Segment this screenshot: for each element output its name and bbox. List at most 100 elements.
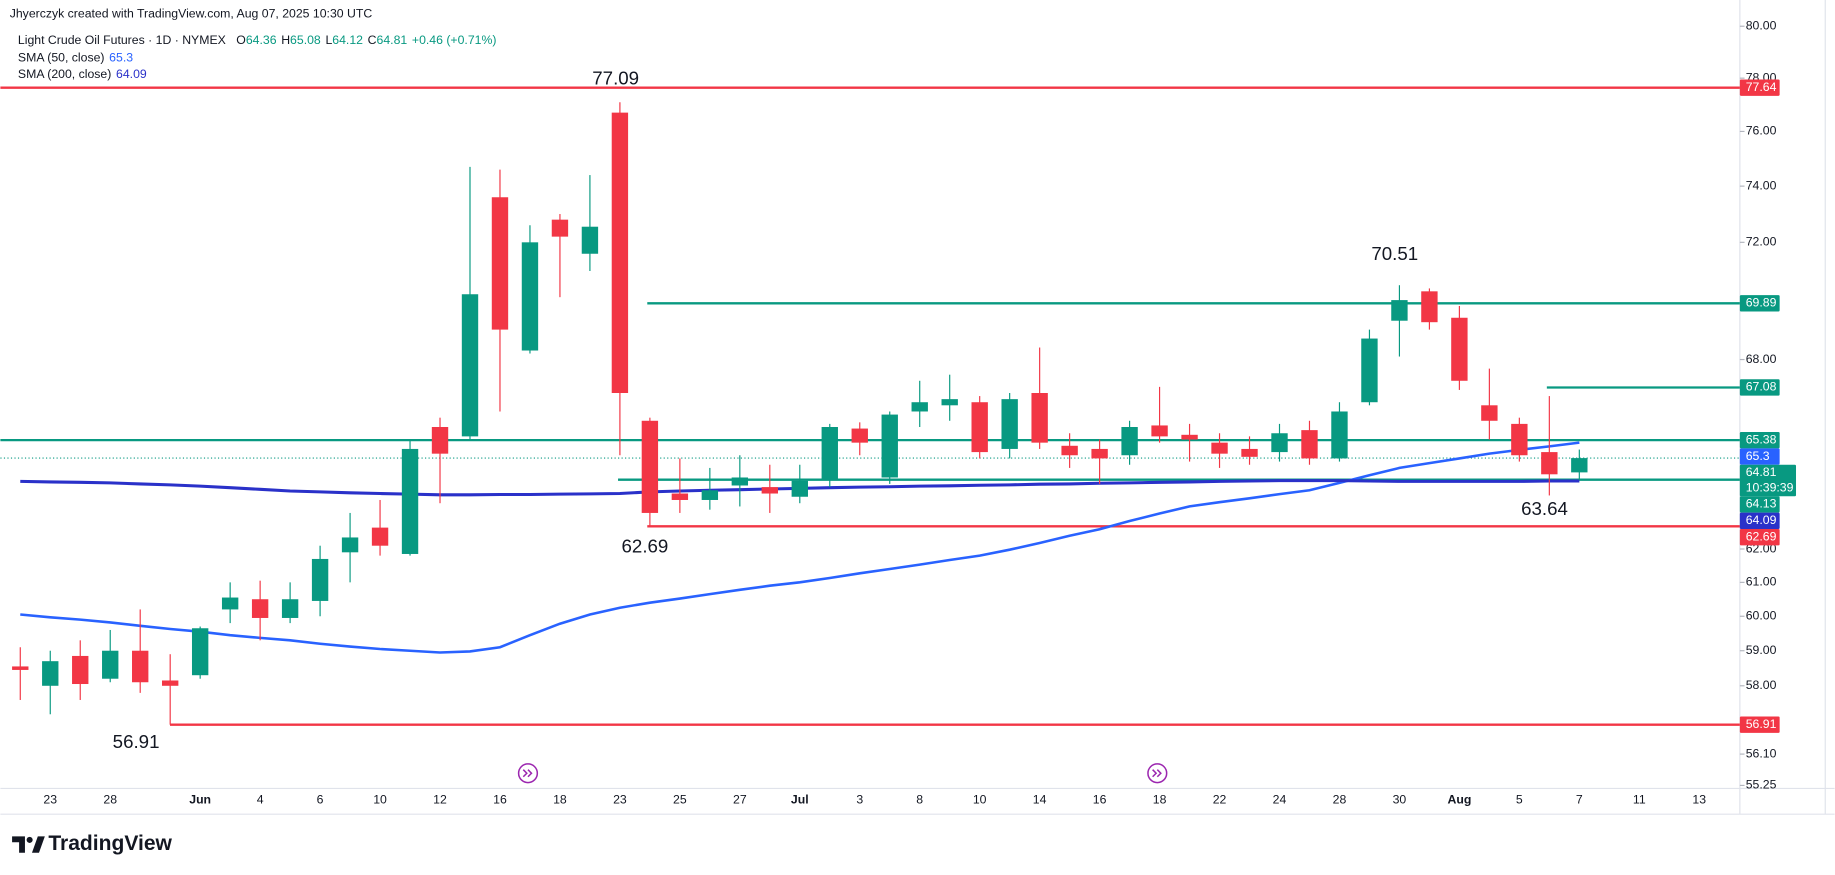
sma-name: SMA (200, close) <box>18 67 111 81</box>
y-tick-label: 76.00 <box>1746 124 1777 138</box>
candle-body <box>341 537 359 553</box>
candle-body <box>191 628 209 676</box>
candle-body <box>1541 452 1558 475</box>
x-tick-label: 22 <box>1213 792 1227 806</box>
candle-body <box>821 427 838 480</box>
candle-body <box>1571 458 1588 473</box>
candle-body <box>311 558 329 601</box>
sma-last: 65.3 <box>109 51 133 65</box>
y-tick-label: 56.10 <box>1746 746 1777 760</box>
candle-body <box>1421 291 1438 323</box>
price-label: 67.08 <box>1746 380 1777 394</box>
legend-main: Light Crude Oil Futures · 1D · NYMEX O64… <box>18 33 497 47</box>
x-tick-label: 24 <box>1273 792 1287 806</box>
candle-body <box>1331 411 1348 459</box>
candle-body <box>911 402 928 412</box>
x-tick-label: 18 <box>553 792 567 806</box>
candle-body <box>401 448 419 554</box>
legend-label: L <box>325 33 332 47</box>
candle-body <box>1091 448 1108 459</box>
legend-label: C <box>368 33 377 47</box>
legend-change: +0.46 (+0.71%) <box>412 33 497 47</box>
x-tick-label: Jul <box>791 792 809 806</box>
candle-body <box>1211 442 1228 454</box>
y-tick-label: 72.00 <box>1746 235 1777 249</box>
y-tick-label: 61.00 <box>1746 575 1777 589</box>
price-label: 69.89 <box>1746 296 1777 310</box>
price-label-box <box>1739 295 1780 312</box>
logo-text: TradingView <box>48 832 172 855</box>
y-tick-label: 55.25 <box>1746 778 1777 792</box>
candle-body <box>1151 425 1168 437</box>
x-tick-label: 23 <box>613 792 627 806</box>
y-tick-label: 74.00 <box>1746 178 1777 192</box>
x-tick-label: 12 <box>433 792 447 806</box>
price-label: 64.13 <box>1746 497 1777 511</box>
price-label-box <box>1739 464 1797 497</box>
candle-body <box>72 655 89 685</box>
instrument: Light Crude Oil Futures · 1D · NYMEX <box>18 33 226 47</box>
candle-body <box>1271 433 1288 453</box>
x-tick-label: 25 <box>673 792 687 806</box>
logo-icon <box>12 836 45 853</box>
x-tick-label: 10 <box>973 792 987 806</box>
price-label: 64.81 <box>1746 465 1777 479</box>
x-tick-label: 3 <box>856 792 863 806</box>
x-tick-label: 7 <box>1576 792 1583 806</box>
price-label-box <box>1739 512 1780 530</box>
candle-body <box>461 294 479 437</box>
legend-label: H <box>281 33 290 47</box>
candle-body <box>521 242 539 351</box>
candle-body <box>641 420 659 513</box>
x-tick-label: 28 <box>103 792 117 806</box>
y-tick-label: 80.00 <box>1746 18 1777 32</box>
x-tick-label: 16 <box>1093 792 1107 806</box>
price-label-box <box>1739 448 1780 465</box>
candle-body <box>1451 317 1468 381</box>
candle-body <box>1121 427 1138 456</box>
candle-body <box>611 112 629 394</box>
price-label-box <box>1739 79 1780 96</box>
candle-body <box>1511 423 1528 456</box>
candle-body <box>102 650 119 679</box>
legend-value: 64.36 <box>246 33 277 47</box>
y-tick-label: 60.00 <box>1746 609 1777 623</box>
sma-legend: SMA (200, close) 64.09 <box>18 67 147 81</box>
candle-body <box>1301 430 1318 459</box>
x-tick-label: 30 <box>1393 792 1407 806</box>
candle-body <box>941 399 958 406</box>
candle-body <box>581 226 599 254</box>
event-icon[interactable] <box>1147 763 1168 784</box>
legend-value: 65.08 <box>290 33 321 47</box>
candle-body <box>551 219 569 237</box>
candle-body <box>431 427 449 454</box>
candle-body <box>42 661 59 686</box>
candle-body <box>761 487 779 494</box>
candle-body <box>1481 405 1498 421</box>
candle-body <box>791 480 808 497</box>
candle-body <box>701 490 719 500</box>
x-tick-label: 13 <box>1692 792 1706 806</box>
y-tick-label: 59.00 <box>1746 643 1777 657</box>
price-label: 65.3 <box>1746 449 1770 463</box>
legend-value: 64.12 <box>332 33 363 47</box>
sma-line <box>20 441 1580 654</box>
event-icon[interactable] <box>517 763 539 784</box>
x-tick-label: 10 <box>373 792 387 806</box>
x-tick-label: 8 <box>916 792 923 806</box>
candle-body <box>881 414 898 478</box>
x-tick-label: Jun <box>189 792 211 806</box>
candle-body <box>1241 448 1258 457</box>
x-tick-label: 27 <box>733 792 747 806</box>
candle-body <box>491 197 509 330</box>
x-tick-label: 5 <box>1516 792 1523 806</box>
price-annotation: 70.51 <box>1371 243 1418 264</box>
price-label: 56.91 <box>1746 717 1777 731</box>
candle-body <box>851 428 868 443</box>
y-tick-label: 58.00 <box>1746 678 1777 692</box>
candle-body <box>1181 434 1198 440</box>
x-tick-label: 28 <box>1333 792 1347 806</box>
